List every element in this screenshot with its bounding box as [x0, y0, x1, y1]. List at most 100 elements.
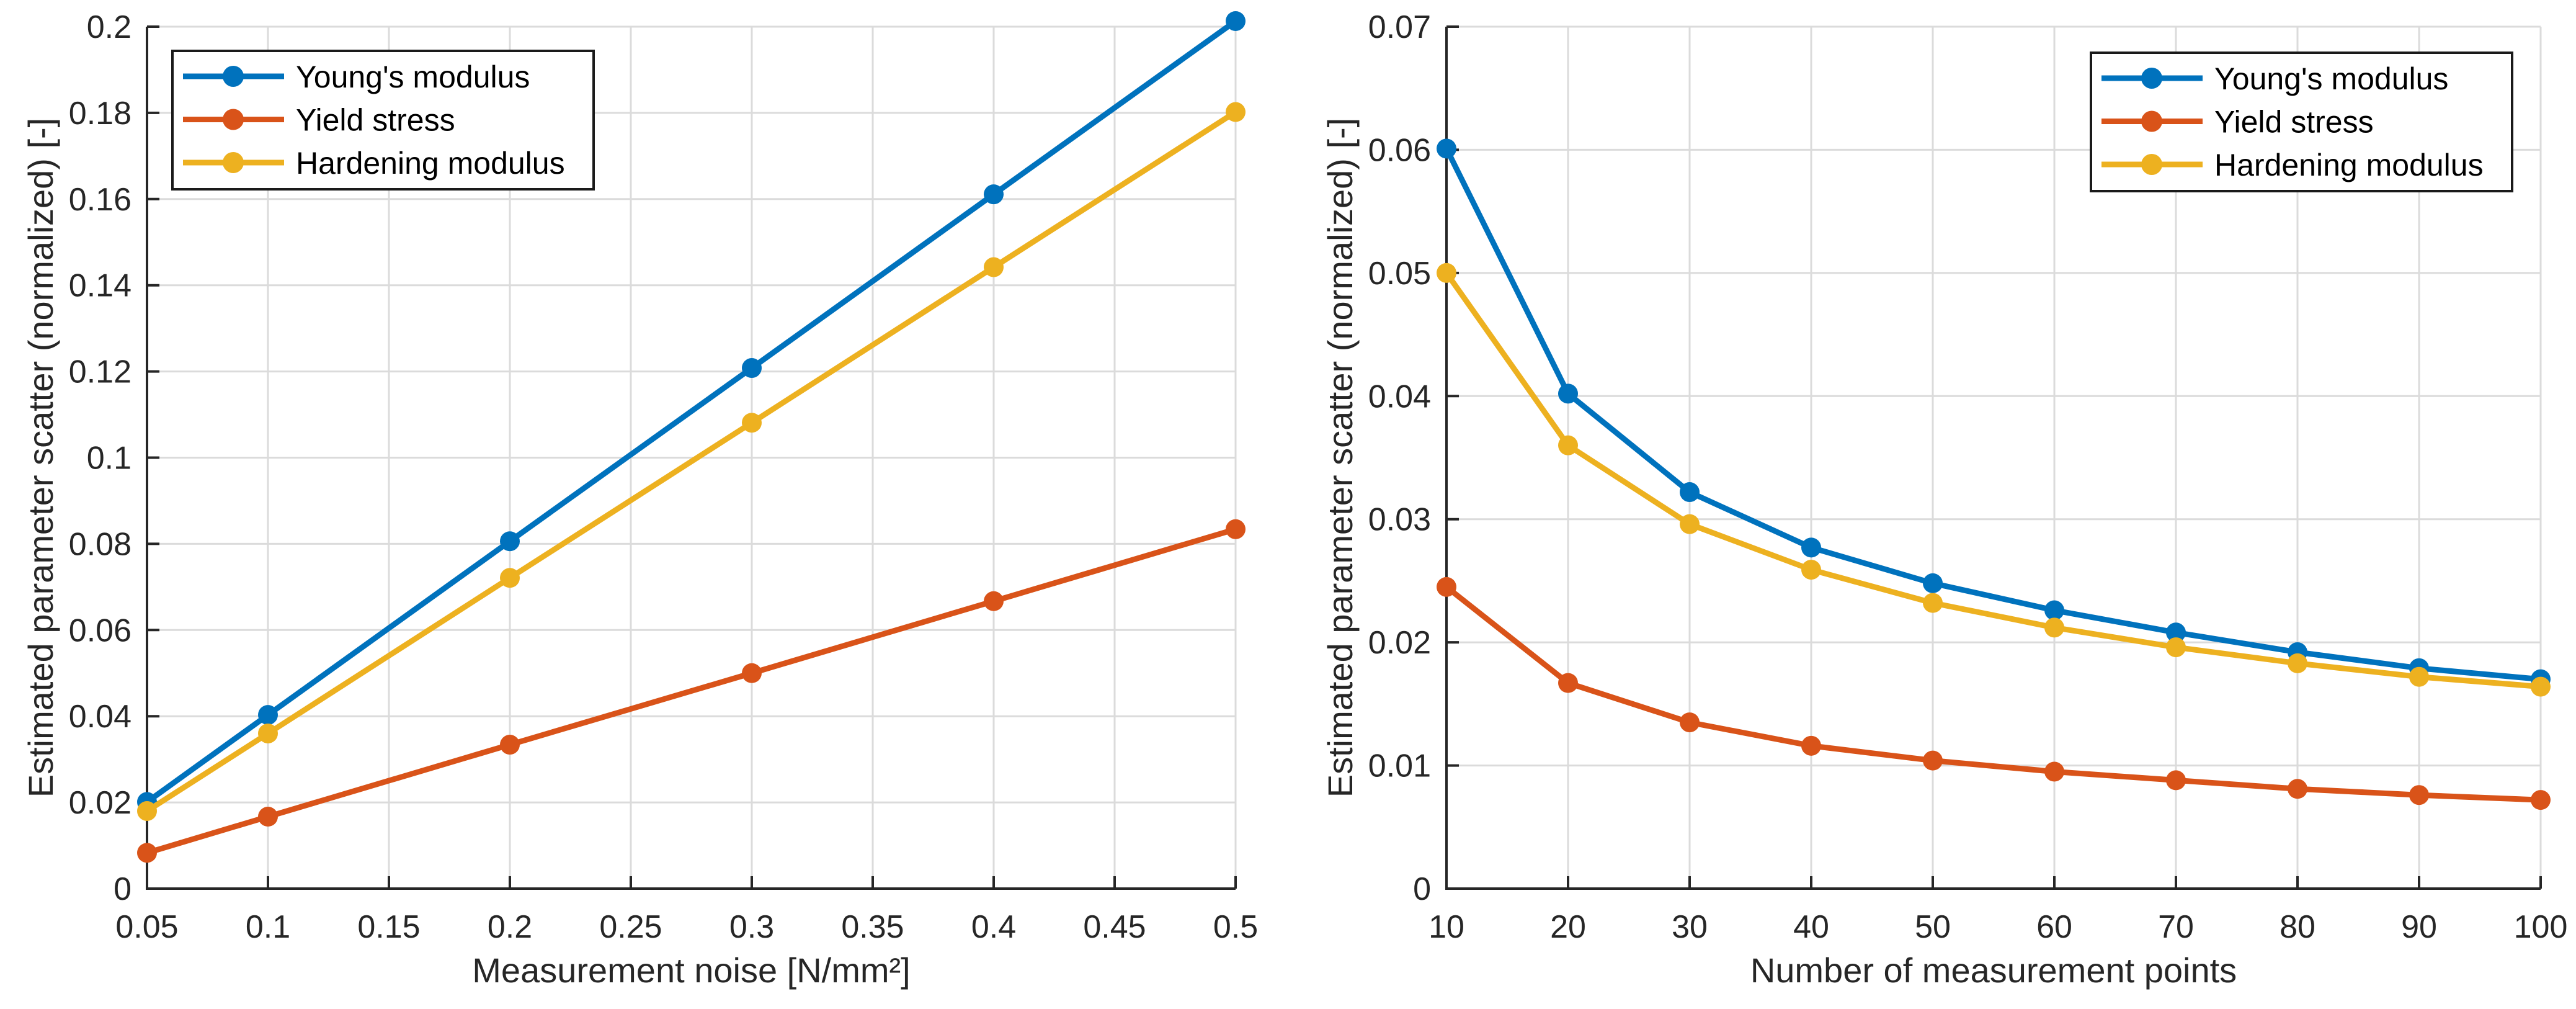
series-line-hardening-modulus [1443, 270, 2544, 690]
y-tick-label: 0.02 [69, 785, 131, 821]
y-tick-label: 0.05 [1368, 256, 1431, 292]
series-yield-stress [137, 519, 1246, 863]
data-point-marker [1923, 750, 1943, 771]
data-point-marker [2288, 779, 2307, 799]
y-tick-label: 0.1 [87, 441, 131, 477]
y-tick-label: 0.02 [1368, 625, 1431, 661]
y-tick-label: 0.08 [69, 526, 131, 562]
x-tick-label: 70 [2158, 909, 2194, 945]
data-point-marker [1801, 537, 1821, 558]
data-point-marker [1226, 102, 1246, 122]
series-hardening-modulus [1437, 262, 2551, 697]
x-tick-label: 20 [1550, 909, 1586, 945]
x-tick-label: 0.3 [729, 909, 774, 945]
x-tick-label: 0.45 [1083, 909, 1146, 945]
series-young-s-modulus [137, 11, 1246, 812]
x-tick-label: 0.1 [246, 909, 290, 945]
data-point-marker [984, 257, 1004, 277]
legend-entry-marker [223, 152, 244, 173]
y-tick-label: 0.2 [87, 9, 131, 45]
y-axis-label: Estimated parameter scatter (normalized)… [21, 118, 60, 797]
data-point-marker [500, 531, 520, 552]
x-tick-label: 0.05 [115, 909, 178, 945]
x-tick-label: 40 [1793, 909, 1829, 945]
data-point-marker [2166, 770, 2186, 791]
x-tick-label: 50 [1915, 909, 1951, 945]
data-point-marker [2044, 600, 2064, 621]
legend-northeast: Young's modulus Yield stress Hardening mod… [2090, 52, 2513, 192]
data-point-marker [1923, 593, 1943, 613]
axis-ticks [1445, 25, 2542, 890]
data-point-marker [500, 735, 520, 755]
data-point-marker [258, 807, 278, 827]
x-tick-label: 80 [2280, 909, 2315, 945]
legend-entry-marker [223, 109, 244, 130]
data-point-marker [742, 663, 762, 683]
data-point-marker [742, 413, 762, 433]
legend-entry-label: Yield stress [2214, 105, 2374, 140]
y-axis-label: Estimated parameter scatter (normalized)… [1321, 118, 1360, 797]
series-hardening-modulus [137, 102, 1246, 821]
x-tick-label: 0.35 [841, 909, 904, 945]
data-point-marker [1801, 735, 1821, 756]
legend-entry-young-s-modulus: Young's modulus [2101, 61, 2448, 96]
legend-entry-marker [2141, 154, 2162, 175]
data-point-marker [1226, 11, 1246, 31]
y-tick-label: 0.01 [1368, 748, 1431, 784]
data-point-marker [1680, 482, 1700, 503]
x-tick-label: 0.25 [599, 909, 662, 945]
y-tick-label: 0.04 [69, 699, 131, 735]
data-point-marker [1680, 712, 1700, 733]
legend-entry-young-s-modulus: Young's modulus [183, 60, 530, 94]
legend-entry-marker [223, 66, 244, 87]
data-point-marker [500, 568, 520, 588]
data-point-marker [137, 843, 157, 863]
legend-entry-yield-stress: Yield stress [2101, 105, 2374, 140]
axis-ticks [146, 25, 1237, 890]
data-point-marker [2531, 790, 2551, 810]
x-tick-label: 30 [1672, 909, 1708, 945]
x-tick-label: 0.5 [1213, 909, 1258, 945]
data-point-marker [2531, 676, 2551, 697]
x-tick-label: 100 [2514, 909, 2568, 945]
data-point-marker [1558, 383, 1578, 404]
y-tick-label: 0.04 [1368, 379, 1431, 415]
y-tick-label: 0.03 [1368, 502, 1431, 538]
data-point-marker [2044, 761, 2064, 782]
series-young-s-modulus [1437, 138, 2551, 689]
x-axis-label: Measurement noise [N/mm²] [472, 951, 910, 990]
series-line-yield-stress [1443, 584, 2544, 803]
data-point-marker [1558, 673, 1578, 693]
series-yield-stress [1437, 576, 2551, 810]
data-point-marker [742, 358, 762, 379]
legend-northwest: Young's modulus Yield stress Hardening mod… [171, 50, 595, 191]
data-point-marker [1801, 560, 1821, 580]
legend-entry-hardening-modulus: Hardening modulus [183, 146, 565, 181]
data-point-marker [1226, 519, 1246, 539]
data-point-marker [2166, 637, 2186, 658]
x-tick-label: 0.15 [357, 909, 420, 945]
x-axis-label: Number of measurement points [1750, 951, 2237, 990]
data-point-marker [2288, 653, 2307, 673]
y-tick-label: 0.12 [69, 354, 131, 390]
data-point-marker [2166, 622, 2186, 643]
legend-entry-label: Young's modulus [296, 60, 530, 94]
x-tick-label: 0.4 [971, 909, 1016, 945]
data-point-marker [1923, 573, 1943, 593]
series-line-yield-stress [144, 526, 1239, 856]
data-point-marker [1437, 138, 1456, 159]
data-point-marker [2409, 666, 2429, 687]
legend-entry-marker [2141, 68, 2162, 89]
x-tick-label: 60 [2036, 909, 2072, 945]
legend-entry-yield-stress: Yield stress [183, 103, 455, 138]
legend-entry-label: Young's modulus [2214, 61, 2448, 96]
legend-entry-label: Yield stress [296, 103, 455, 138]
y-tick-label: 0.06 [1368, 132, 1431, 168]
y-tick-label: 0 [1413, 871, 1431, 907]
data-point-marker [2044, 617, 2064, 638]
y-tick-label: 0 [114, 871, 131, 907]
data-point-marker [2409, 785, 2429, 805]
legend-entry-hardening-modulus: Hardening modulus [2101, 148, 2484, 182]
